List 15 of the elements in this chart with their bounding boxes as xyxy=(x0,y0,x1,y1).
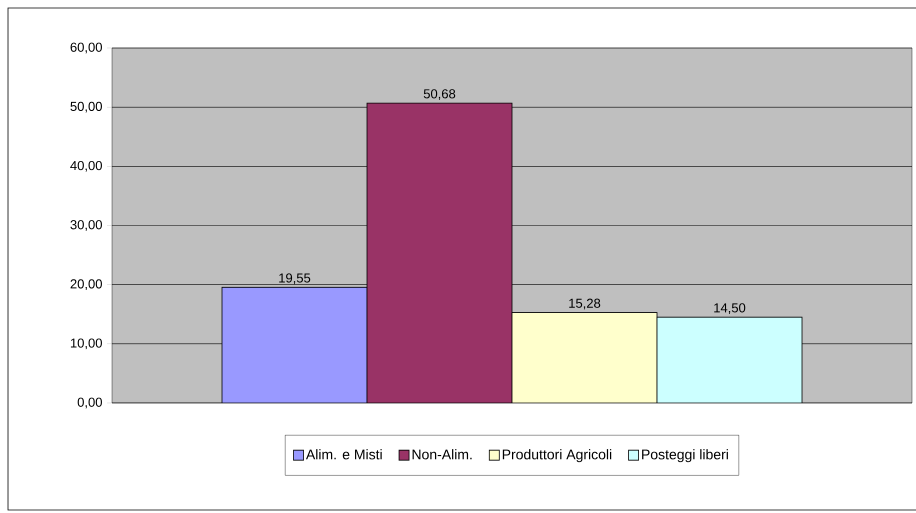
y-tick-label: 10,00 xyxy=(70,338,102,350)
y-tick-label: 20,00 xyxy=(70,279,102,290)
y-tick-label: 30,00 xyxy=(70,220,102,231)
data-label: 50,68 xyxy=(424,89,456,100)
y-tick-label: 60,00 xyxy=(70,42,102,54)
data-label: 15,28 xyxy=(569,298,600,310)
legend-label: Produttori Agricoli xyxy=(502,449,612,462)
legend-label: Non-Alim. xyxy=(412,449,472,460)
legend-label: Alim. e Misti xyxy=(306,449,382,460)
data-label: 19,55 xyxy=(279,273,310,284)
legend-label: Posteggi liberi xyxy=(642,449,728,462)
data-label: 14,50 xyxy=(714,303,746,314)
y-tick-label: 40,00 xyxy=(70,160,102,172)
y-tick-label: 50,00 xyxy=(70,102,102,113)
y-tick-label: 0,00 xyxy=(78,398,102,408)
